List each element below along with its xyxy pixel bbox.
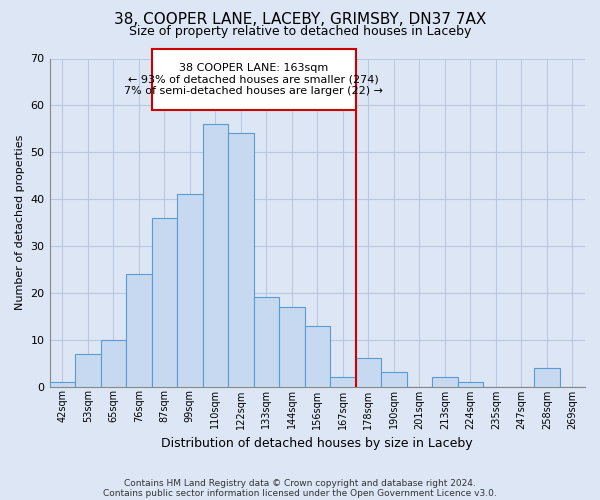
Bar bbox=[152, 218, 177, 386]
Text: Contains public sector information licensed under the Open Government Licence v3: Contains public sector information licen… bbox=[103, 488, 497, 498]
Text: Size of property relative to detached houses in Laceby: Size of property relative to detached ho… bbox=[129, 25, 471, 38]
Bar bbox=[432, 377, 458, 386]
Bar bbox=[203, 124, 228, 386]
Bar bbox=[101, 340, 126, 386]
Text: ← 93% of detached houses are smaller (274): ← 93% of detached houses are smaller (27… bbox=[128, 74, 379, 85]
Bar bbox=[381, 372, 407, 386]
Bar bbox=[228, 134, 254, 386]
Text: 7% of semi-detached houses are larger (22) →: 7% of semi-detached houses are larger (2… bbox=[124, 86, 383, 97]
Text: 38 COOPER LANE: 163sqm: 38 COOPER LANE: 163sqm bbox=[179, 63, 328, 73]
Bar bbox=[75, 354, 101, 386]
Bar bbox=[126, 274, 152, 386]
Bar bbox=[50, 382, 75, 386]
Bar bbox=[152, 49, 356, 110]
Bar bbox=[330, 377, 356, 386]
Text: Contains HM Land Registry data © Crown copyright and database right 2024.: Contains HM Land Registry data © Crown c… bbox=[124, 478, 476, 488]
Bar bbox=[356, 358, 381, 386]
Text: 38, COOPER LANE, LACEBY, GRIMSBY, DN37 7AX: 38, COOPER LANE, LACEBY, GRIMSBY, DN37 7… bbox=[114, 12, 486, 28]
Bar bbox=[458, 382, 483, 386]
Bar bbox=[305, 326, 330, 386]
Bar bbox=[177, 194, 203, 386]
Bar bbox=[279, 307, 305, 386]
X-axis label: Distribution of detached houses by size in Laceby: Distribution of detached houses by size … bbox=[161, 437, 473, 450]
Bar bbox=[534, 368, 560, 386]
Bar bbox=[254, 298, 279, 386]
Y-axis label: Number of detached properties: Number of detached properties bbox=[15, 135, 25, 310]
